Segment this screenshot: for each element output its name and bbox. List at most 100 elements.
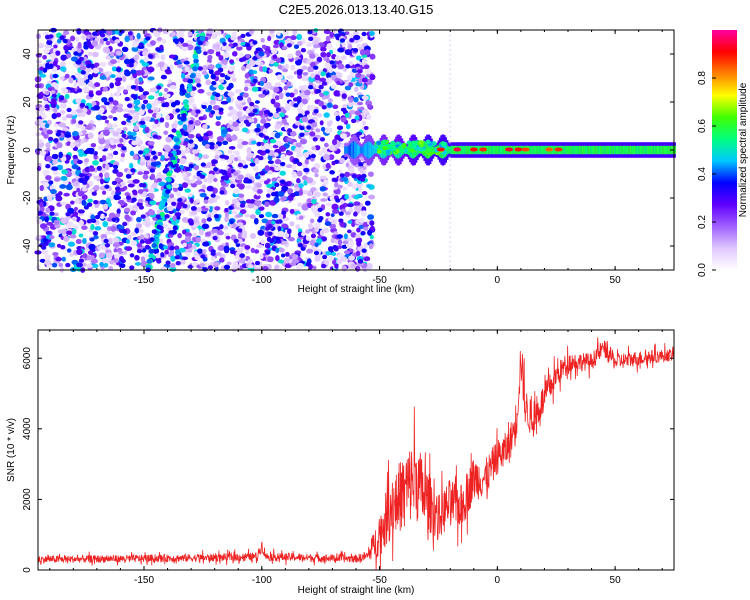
heatmap-cell [224,213,229,218]
heatmap-cell [120,153,125,158]
heatmap-cell [64,73,70,79]
heatmap-cell [100,115,108,120]
heatmap-cell [82,107,88,113]
heatmap-cell [346,123,351,130]
heatmap-cell [284,232,290,238]
heatmap-cell [339,157,346,164]
heatmap-cell [251,140,257,145]
heatmap-cell [353,201,361,206]
heatmap-cell [249,60,256,67]
heatmap-cell [97,145,105,150]
heatmap-cell [108,115,113,119]
heatmap-cell [60,54,67,61]
heatmap-cell [279,170,286,176]
heatmap-cell [208,69,214,75]
heatmap-cell [181,182,188,188]
heatmap-cell [245,248,250,255]
heatmap-cell [76,28,82,35]
heatmap-cell [275,247,280,253]
heatmap-cell [76,262,83,268]
heatmap-cell [156,37,163,41]
heatmap-cell [308,223,314,230]
heatmap-cell [247,203,254,209]
heatmap-cell [132,41,138,48]
heatmap-cell [63,235,70,242]
heatmap-cell [164,121,170,129]
heatmap-cell [49,185,55,191]
heatmap-cell [326,52,331,58]
heatmap-cell [337,184,343,189]
heatmap-cell [353,211,358,217]
heatmap-cell [195,237,201,243]
heatmap-cell [133,99,141,106]
heatmap-cell [219,224,224,230]
heatmap-cell [57,39,62,44]
heatmap-cell [38,110,45,116]
heatmap-cell [102,190,107,195]
heatmap-cell [118,225,125,230]
heatmap-cell [325,212,331,217]
heatmap-cell [223,225,229,231]
heatmap-cell [87,74,93,80]
heatmap-cell [223,52,230,59]
heatmap-cell [314,74,321,81]
heatmap-cell [193,200,198,206]
heatmap-cell [338,169,343,174]
heatmap-cell [51,113,57,120]
heatmap-cell [90,143,97,148]
heatmap-cell [207,49,215,55]
heatmap-cell [305,229,311,234]
heatmap-cell [230,109,238,115]
heatmap-cell [119,138,124,143]
heatmap-cell [131,140,138,146]
heatmap-cell [241,141,248,146]
heatmap-cell [194,120,201,126]
heatmap-cell [181,171,187,178]
heatmap-cell [236,222,244,227]
heatmap-cell [115,213,121,218]
heatmap-cell [163,92,168,99]
heatmap-cell [158,92,163,97]
heatmap-cell [244,245,251,250]
heatmap-cell [132,62,138,67]
heatmap-cell [318,77,327,82]
heatmap-cell [110,109,117,114]
heatmap-cell [39,185,44,191]
heatmap-cell [177,64,184,69]
heatmap-cell [71,164,79,170]
heatmap-cell [190,179,196,184]
heatmap-cell [184,188,191,193]
heatmap-cell [70,35,76,42]
heatmap-cell [219,79,224,84]
heatmap-cell [136,217,142,223]
heatmap-cell [113,242,120,248]
heatmap-cell [333,90,341,97]
heatmap-cell [227,149,233,155]
heatmap-cell [71,118,77,124]
heatmap-cell [173,187,178,192]
heatmap-cell [206,91,213,96]
heatmap-cell [69,142,76,149]
heatmap-cell [66,230,73,236]
heatmap-cell [206,185,214,192]
heatmap-cell [367,214,374,220]
heatmap-cell [318,150,323,156]
heatmap-cell [313,44,320,49]
heatmap-cell [257,229,265,236]
heatmap-cell [286,164,293,169]
heatmap-cell [171,123,178,129]
heatmap-cell [359,106,365,111]
heatmap-cell [365,200,371,206]
heatmap-cell [163,245,168,250]
heatmap-cell [278,247,285,253]
heatmap-cell [158,238,164,244]
heatmap-cell [320,46,327,52]
heatmap-cell [202,249,207,254]
heatmap-cell [207,197,215,204]
heatmap-cell [255,100,260,104]
heatmap-cell [250,233,256,239]
heatmap-cell [160,54,166,61]
heatmap-cell [240,209,247,215]
heatmap-cell [133,125,139,132]
heatmap-cell [88,243,96,251]
